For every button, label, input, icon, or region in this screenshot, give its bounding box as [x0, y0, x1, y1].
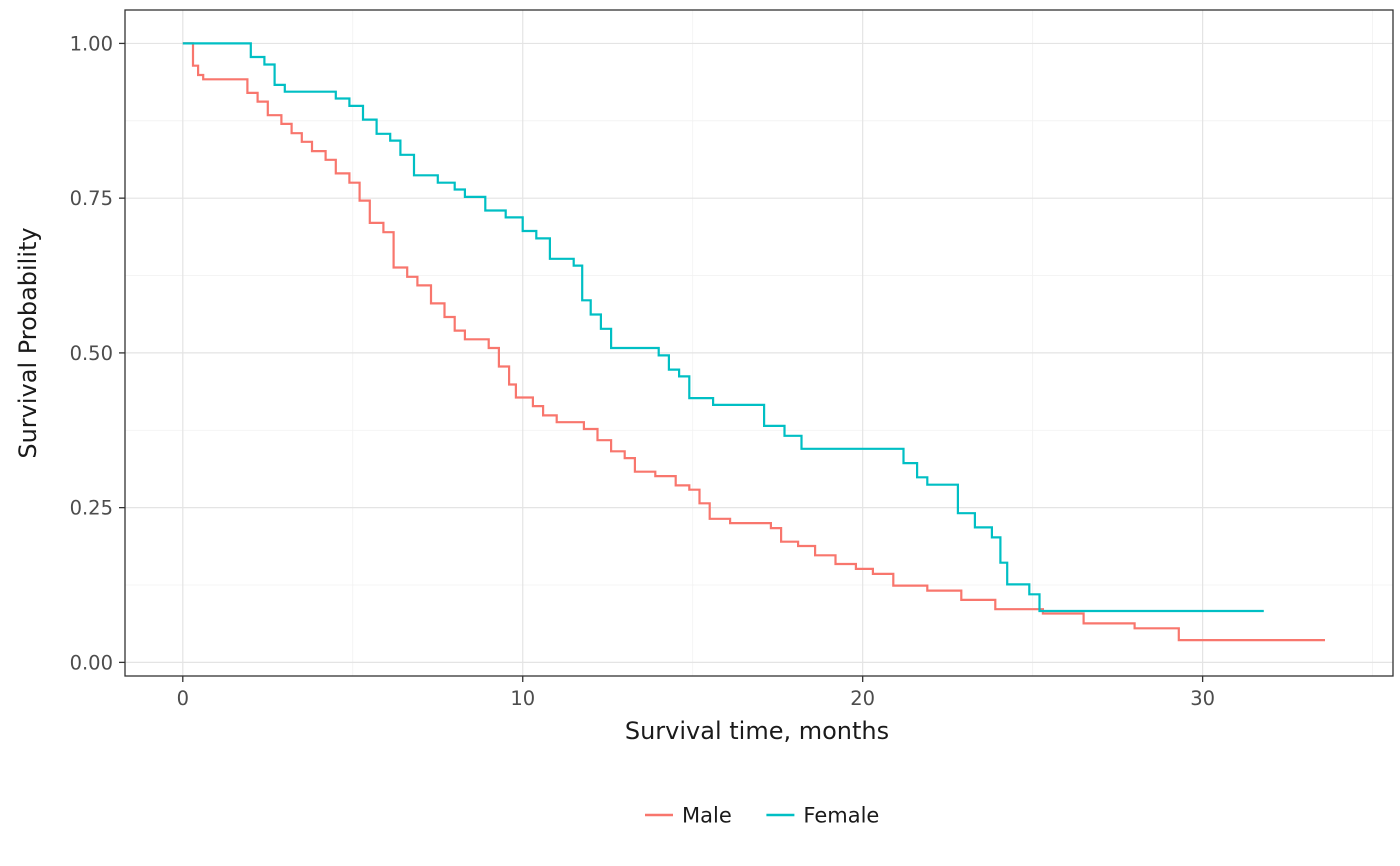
- y-tick-label: 1.00: [70, 32, 113, 55]
- legend-label-male: Male: [682, 804, 732, 828]
- axis-tick-labels: 0 10 20 30 0.00 0.25 0.50 0.75 1.00: [70, 32, 1215, 710]
- y-tick-label: 0.25: [70, 497, 113, 520]
- x-tick-label: 0: [177, 687, 189, 710]
- legend-item-female: Female: [766, 804, 879, 828]
- legend: Male Female: [645, 804, 879, 828]
- x-tick-label: 20: [850, 687, 875, 710]
- y-axis-title: Survival Probability: [14, 227, 42, 459]
- curve-female: [182, 42, 1264, 613]
- panel-border: [124, 9, 1394, 677]
- y-tick-label: 0.00: [70, 651, 113, 674]
- x-tick-label: 10: [510, 687, 535, 710]
- legend-label-female: Female: [803, 804, 879, 828]
- curve-male: [182, 42, 1325, 642]
- legend-item-male: Male: [645, 804, 732, 828]
- grid-minor: [125, 10, 1393, 676]
- x-tick-label: 30: [1190, 687, 1215, 710]
- grid-major: [125, 10, 1393, 676]
- y-tick-label: 0.75: [70, 187, 113, 210]
- x-axis-title: Survival time, months: [624, 717, 890, 745]
- axis-ticks: [119, 42, 1204, 682]
- y-tick-label: 0.50: [70, 342, 113, 365]
